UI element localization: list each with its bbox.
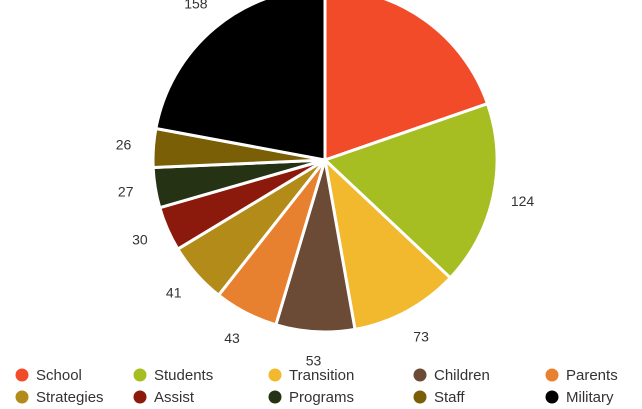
data-label-school: 141 (430, 0, 454, 2)
legend-item-staff[interactable]: Staff (413, 389, 466, 406)
legend-label-children: Children (434, 367, 490, 384)
legend-label-assist: Assist (154, 389, 195, 406)
data-label-parents: 43 (224, 330, 240, 346)
legend-label-school: School (36, 367, 82, 384)
legend-item-parents[interactable]: Parents (545, 367, 618, 384)
pie-data-labels: 141 124 73 53 43 41 30 27 26 158 (116, 0, 535, 368)
legend-item-assist[interactable]: Assist (133, 389, 195, 406)
legend-label-transition: Transition (289, 367, 354, 384)
data-label-assist: 30 (132, 232, 148, 248)
pie-slice-students[interactable] (323, 102, 499, 280)
data-label-children: 53 (306, 352, 322, 368)
chart-legend: School Students Transition Children Parents S… (15, 367, 618, 406)
data-label-programs: 27 (118, 183, 134, 199)
legend-marker-children (413, 368, 427, 382)
legend-marker-programs (268, 390, 282, 404)
legend-item-children[interactable]: Children (413, 367, 490, 384)
data-label-students: 124 (511, 193, 535, 209)
legend-marker-parents (545, 368, 559, 382)
legend-marker-military (545, 390, 559, 404)
data-label-military: 158 (184, 0, 208, 11)
legend-item-programs[interactable]: Programs (268, 389, 355, 406)
legend-marker-strategies (15, 390, 29, 404)
legend-label-military: Military (566, 389, 614, 406)
legend-item-transition[interactable]: Transition (268, 367, 355, 384)
legend-item-students[interactable]: Students (133, 367, 214, 384)
legend-marker-students (133, 368, 147, 382)
data-label-staff: 26 (116, 137, 132, 153)
legend-item-school[interactable]: School (15, 367, 82, 384)
data-label-strategies: 41 (166, 285, 182, 301)
legend-item-strategies[interactable]: Strategies (15, 389, 104, 406)
legend-marker-transition (268, 368, 282, 382)
data-label-transition: 73 (413, 328, 429, 344)
legend-label-strategies: Strategies (36, 389, 104, 406)
legend-marker-school (15, 368, 29, 382)
legend-label-staff: Staff (434, 389, 465, 406)
pie-slice-transition[interactable] (323, 158, 452, 331)
pie-slice-military[interactable] (154, 0, 327, 162)
legend-marker-staff (413, 390, 427, 404)
legend-label-students: Students (154, 367, 213, 384)
legend-label-programs: Programs (289, 389, 354, 406)
legend-label-parents: Parents (566, 367, 618, 384)
legend-item-military[interactable]: Military (545, 389, 614, 406)
pie-slices (151, 0, 499, 334)
legend-marker-assist (133, 390, 147, 404)
pie-slice-school[interactable] (323, 0, 490, 162)
